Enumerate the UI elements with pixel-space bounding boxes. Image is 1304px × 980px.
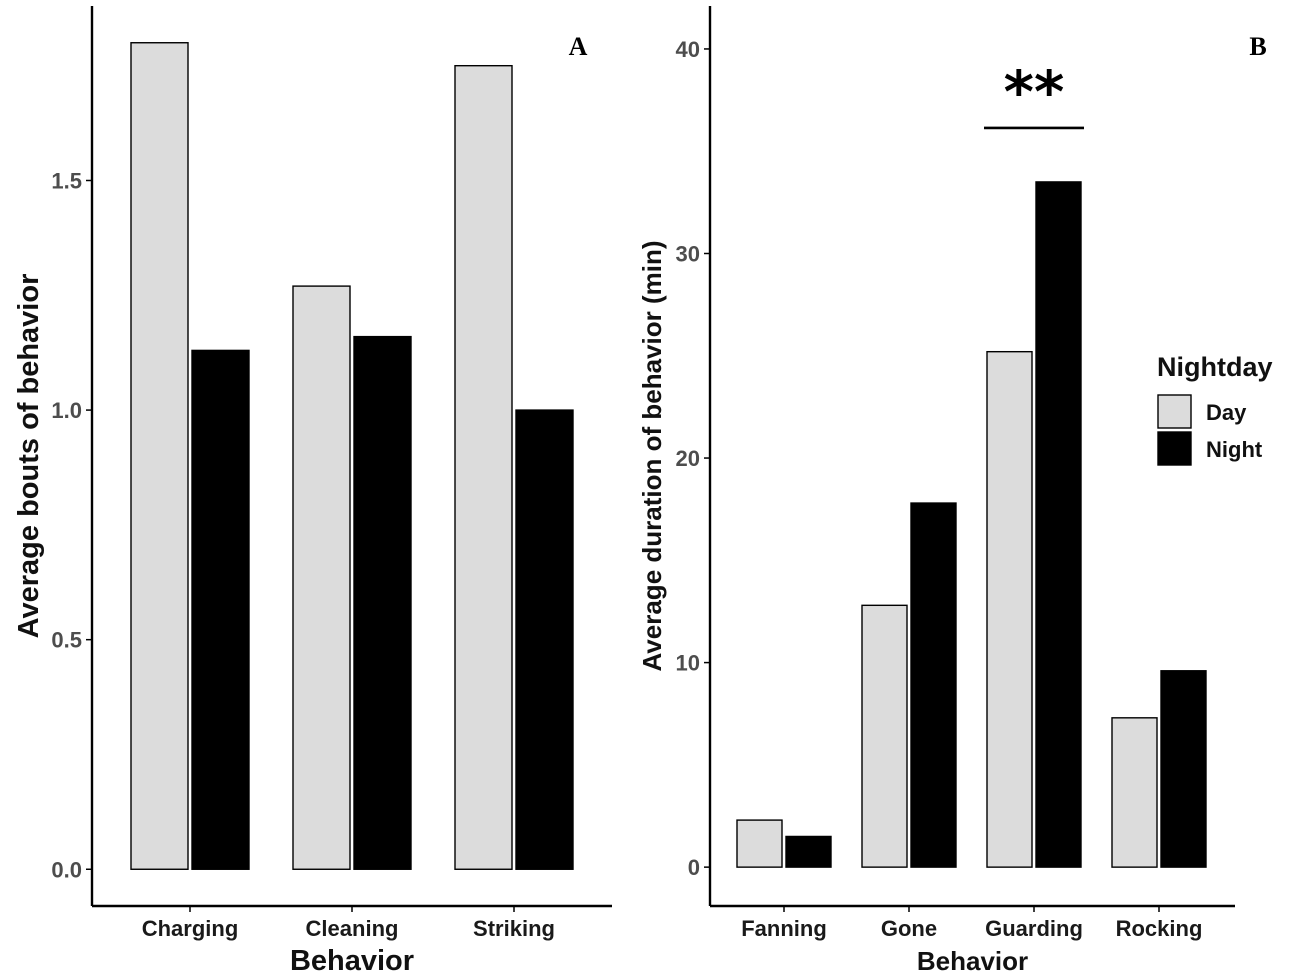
panel-a-x-axis-title: Behavior	[290, 945, 414, 977]
panel-a-letter: A	[569, 32, 588, 61]
panel-b-bar-day-guarding	[986, 350, 1033, 868]
panel-b-y-axis-title: Average duration of behavior (min)	[637, 241, 667, 672]
panel-b-bar-night-fanning	[785, 835, 832, 868]
legend-swatch-day	[1157, 394, 1192, 429]
panel-a-x-tick-label: Striking	[473, 916, 555, 941]
legend: Nightday Day Night	[1157, 352, 1273, 466]
panel-b-y-tick-label: 10	[676, 651, 700, 676]
panel-b-significance-label: **	[1004, 58, 1065, 126]
panel-b-bar-day-fanning	[736, 819, 783, 868]
panel-b-letter: B	[1249, 32, 1266, 61]
panel-a-bar-day-charging	[130, 42, 189, 870]
panel-a-x-tick-label: Cleaning	[306, 916, 399, 941]
panel-b-y-tick-label: 40	[676, 37, 700, 62]
panel-a-bar-day-striking	[454, 64, 513, 870]
panel-b-y-tick-label: 20	[676, 446, 700, 471]
panel-b-x-tick-label: Fanning	[741, 916, 827, 941]
panel-a-y-tick-label: 0.5	[51, 628, 82, 653]
panel-b-bar-night-rocking	[1160, 670, 1207, 868]
panel-b-x-axis-title: Behavior	[917, 946, 1028, 976]
legend-label-day: Day	[1206, 400, 1247, 425]
legend-label-night: Night	[1206, 437, 1263, 462]
panel-a-y-tick-label: 1.5	[51, 168, 82, 193]
panel-a-bar-night-striking	[515, 409, 574, 870]
panel-a-y-tick-label: 0.0	[51, 857, 82, 882]
panel-b-bar-night-gone	[910, 502, 957, 868]
panel-a-bar-night-charging	[191, 349, 250, 870]
panel-b-bar-day-gone	[861, 604, 908, 868]
panel-a-y-axis-title: Average bouts of behavior	[13, 274, 45, 639]
panel-a-bar-night-cleaning	[353, 335, 412, 870]
legend-swatch-night	[1157, 431, 1192, 466]
panel-b-y-tick-label: 30	[676, 242, 700, 267]
panel-b-bar-day-rocking	[1111, 717, 1158, 868]
panel-a-bar-day-cleaning	[292, 285, 351, 870]
legend-title: Nightday	[1157, 352, 1273, 382]
panel-b: Fanning Gone Guarding Rocking 0 10 20 30 40 Behav…	[637, 6, 1267, 976]
panel-b-y-tick-label: 0	[688, 855, 700, 880]
panel-b-bar-night-guarding	[1035, 181, 1082, 868]
panel-a-x-tick-label: Charging	[142, 916, 239, 941]
panel-b-x-tick-label: Rocking	[1116, 916, 1203, 941]
panel-a-y-tick-label: 1.0	[51, 398, 82, 423]
panel-b-x-tick-label: Guarding	[985, 916, 1083, 941]
panel-a: Charging Cleaning Striking 0.0 0.5 1.0 1.5 Beha…	[13, 6, 612, 977]
panel-b-x-tick-label: Gone	[881, 916, 937, 941]
